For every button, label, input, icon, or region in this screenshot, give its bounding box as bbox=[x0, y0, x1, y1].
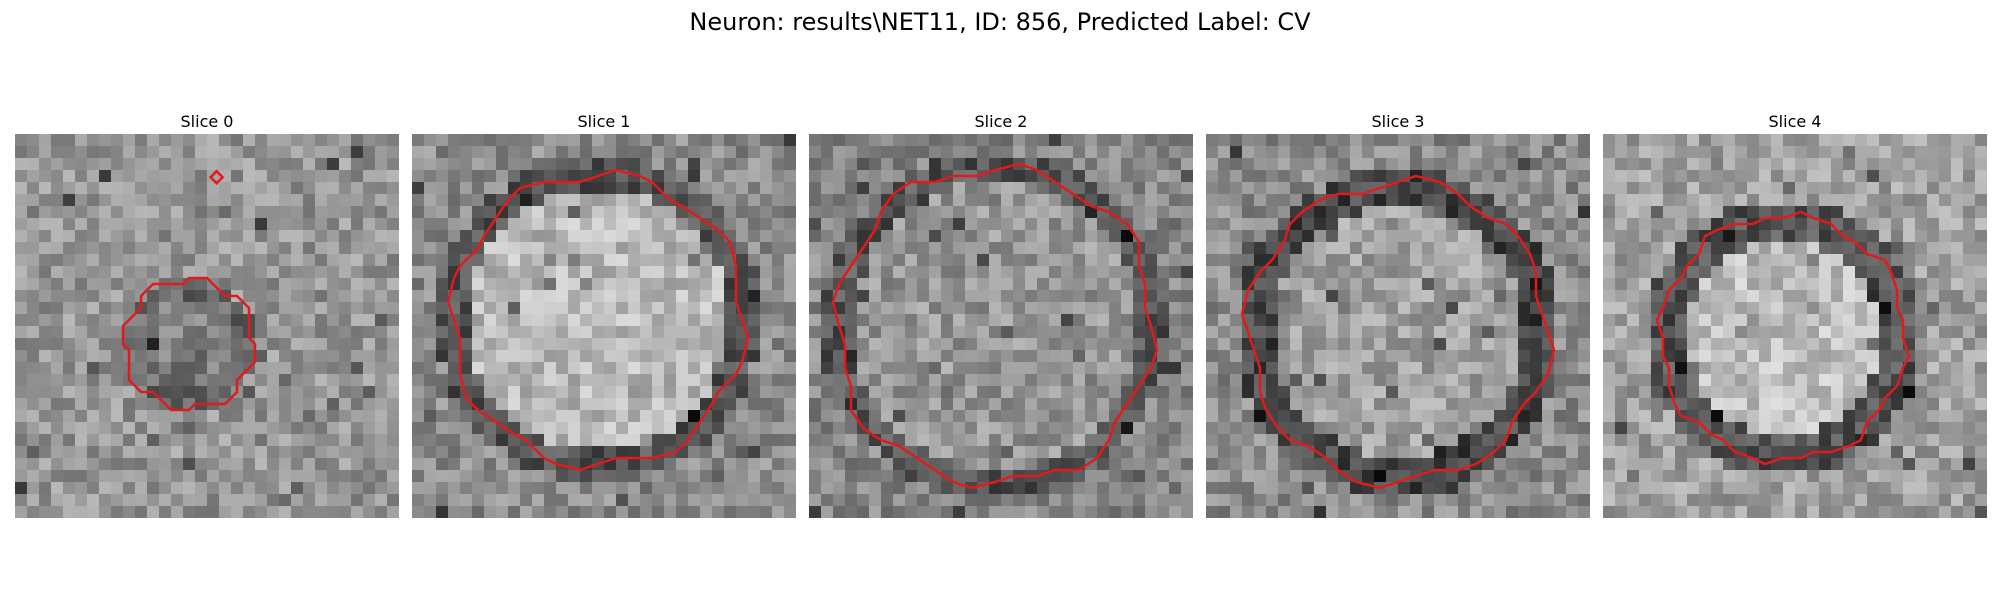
pixel-grid bbox=[1603, 134, 1987, 518]
slice-image-4 bbox=[1603, 134, 1987, 518]
slice-panel-0: Slice 0 bbox=[15, 110, 399, 518]
segmentation-contour bbox=[831, 162, 1159, 490]
segmentation-contour bbox=[1655, 210, 1911, 466]
slice-panel-2: Slice 2 bbox=[809, 110, 1193, 518]
pixel-grid bbox=[809, 134, 1193, 518]
slice-image-0 bbox=[15, 134, 399, 518]
segmentation-contour bbox=[1240, 174, 1556, 490]
figure-title: Neuron: results\NET11, ID: 856, Predicte… bbox=[689, 8, 1311, 36]
slice-title-1: Slice 1 bbox=[577, 112, 631, 131]
slice-image-1 bbox=[412, 134, 796, 518]
small-contour-marker bbox=[208, 169, 225, 185]
slice-title-2: Slice 2 bbox=[974, 112, 1028, 131]
slice-title-0: Slice 0 bbox=[180, 112, 234, 131]
slice-panel-3: Slice 3 bbox=[1206, 110, 1590, 518]
slice-panel-1: Slice 1 bbox=[412, 110, 796, 518]
slice-title-3: Slice 3 bbox=[1371, 112, 1425, 131]
slice-title-4: Slice 4 bbox=[1768, 112, 1822, 131]
slice-image-3 bbox=[1206, 134, 1590, 518]
segmentation-contour bbox=[446, 168, 750, 472]
pixel-grid bbox=[15, 134, 399, 518]
pixel-grid bbox=[412, 134, 796, 518]
pixel-grid bbox=[1206, 134, 1590, 518]
slice-panel-4: Slice 4 bbox=[1603, 110, 1987, 518]
slice-image-2 bbox=[809, 134, 1193, 518]
segmentation-contour bbox=[121, 276, 257, 412]
